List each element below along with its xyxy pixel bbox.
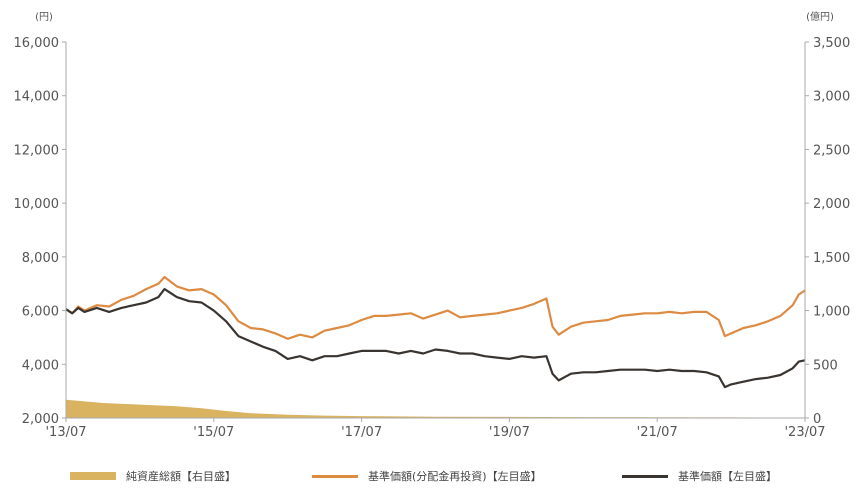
legend-swatch-reinvested xyxy=(312,474,358,478)
net-assets-area-layer xyxy=(66,399,805,418)
right-tick-label: 0 xyxy=(813,412,821,427)
legend: 純資産総額【右目盛】 基準価額(分配金再投資)【左目盛】 基準価額【左目盛】 xyxy=(0,466,862,486)
legend-label-nav: 基準価額【左目盛】 xyxy=(678,470,777,483)
x-tick-label: '15/07 xyxy=(193,425,234,440)
left-tick-label: 2,000 xyxy=(22,412,59,427)
series-nav-reinvested-line xyxy=(65,275,806,340)
right-tick-label: 1,000 xyxy=(813,305,850,320)
right-tick-label: 500 xyxy=(813,358,838,373)
left-tick-label: 8,000 xyxy=(22,251,59,266)
right-axis-unit: (億円) xyxy=(806,10,834,23)
legend-swatch-net-assets xyxy=(70,472,116,480)
nav-lines-layer xyxy=(65,275,806,389)
x-tick-label: '19/07 xyxy=(489,425,530,440)
right-tick-label: 2,000 xyxy=(813,197,850,212)
series-nav-line xyxy=(65,288,806,389)
series-net-assets-area xyxy=(66,399,805,418)
left-axis-unit: (円) xyxy=(35,12,53,23)
x-tick-label: '17/07 xyxy=(341,425,382,440)
left-tick-label: 6,000 xyxy=(22,305,59,320)
x-tick-label: '13/07 xyxy=(45,425,86,440)
left-tick-label: 10,000 xyxy=(14,197,60,212)
right-tick-label: 1,500 xyxy=(813,251,850,266)
left-tick-label: 12,000 xyxy=(14,143,60,158)
left-tick-label: 14,000 xyxy=(14,90,60,105)
right-tick-label: 3,500 xyxy=(813,36,850,51)
x-tick-label: '21/07 xyxy=(637,425,678,440)
legend-item-net-assets: 純資産総額【右目盛】 xyxy=(70,466,236,486)
legend-item-reinvested: 基準価額(分配金再投資)【左目盛】 xyxy=(312,466,542,486)
right-tick-label: 2,500 xyxy=(813,143,850,158)
left-tick-label: 16,000 xyxy=(14,36,60,51)
legend-swatch-nav xyxy=(622,474,668,478)
x-tick-label: '23/07 xyxy=(784,425,825,440)
legend-item-nav: 基準価額【左目盛】 xyxy=(622,466,777,486)
axes: 2,000 4,000 6,000 8,000 10,000 12,000 14,000 16… xyxy=(14,36,851,440)
left-tick-label: 4,000 xyxy=(22,358,59,373)
right-tick-label: 3,000 xyxy=(813,90,850,105)
legend-label-reinvested: 基準価額(分配金再投資)【左目盛】 xyxy=(368,470,542,483)
legend-label-net-assets: 純資産総額【右目盛】 xyxy=(126,470,236,483)
